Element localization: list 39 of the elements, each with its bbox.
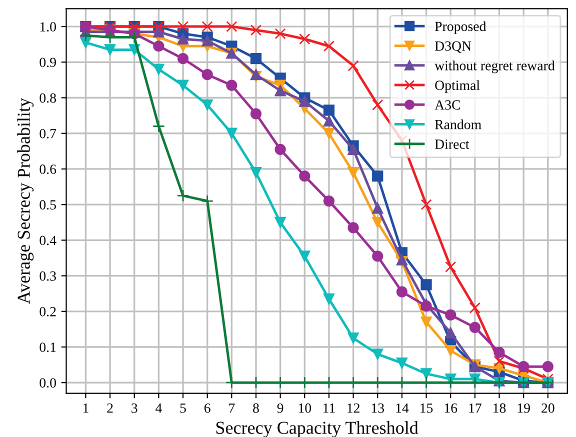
legend-label: Random [434, 119, 482, 130]
y-tick-label: 0.3 [40, 271, 56, 281]
x-tick-label: 12 [348, 403, 360, 413]
x-tick-label: 18 [494, 403, 506, 413]
legend-label: Optimal [435, 80, 480, 93]
y-tick-label: 0.8 [40, 93, 56, 103]
y-axis-title: Average Secrecy Probability [17, 98, 34, 304]
legend-label: D3QN [434, 41, 472, 53]
x-tick-label: 15 [420, 403, 433, 413]
x-tick-label: 14 [396, 403, 409, 413]
y-tick-label: 0.5 [40, 200, 56, 210]
y-tick-label: 0.1 [40, 342, 56, 352]
x-tick-label: 20 [542, 403, 554, 413]
y-tick-label: 0.2 [40, 306, 56, 316]
x-tick-label: 17 [469, 403, 482, 413]
y-tick-label: 0.0 [40, 378, 56, 388]
legend-label: Direct [434, 140, 470, 149]
x-tick-label: 1 [83, 403, 88, 413]
x-tick-label: 16 [444, 403, 458, 413]
x-tick-label: 4 [155, 404, 162, 413]
x-tick-label: 19 [518, 403, 530, 413]
y-tick-label: 1.0 [40, 22, 56, 32]
x-tick-label: 7 [229, 404, 235, 413]
x-tick-label: 6 [204, 403, 210, 413]
legend-label: A3C [434, 100, 460, 110]
x-tick-label: 3 [132, 403, 138, 413]
y-tick-label: 0.4 [40, 236, 56, 246]
x-tick-label: 11 [324, 403, 335, 413]
y-tick-label: 0.9 [40, 58, 56, 68]
legend-label: Proposed [434, 21, 486, 34]
x-tick-label: 10 [298, 403, 312, 413]
x-tick-label: 9 [277, 403, 284, 413]
y-tick-label: 0.7 [40, 128, 56, 138]
legend-label: without regret reward [434, 60, 555, 74]
x-tick-label: 2 [107, 403, 113, 413]
x-tick-label: 13 [372, 403, 384, 413]
x-tick-label: 8 [253, 403, 259, 413]
x-tick-label: 5 [180, 404, 186, 413]
y-tick-label: 0.6 [40, 164, 56, 174]
